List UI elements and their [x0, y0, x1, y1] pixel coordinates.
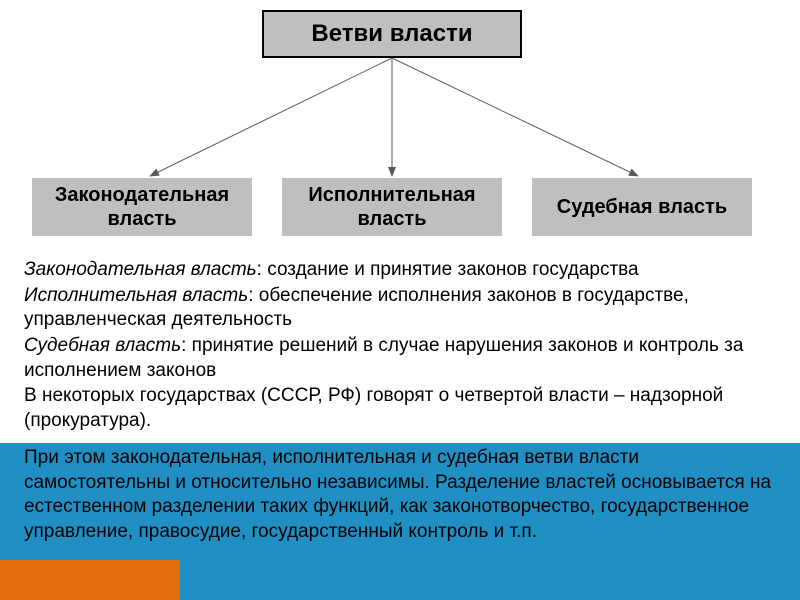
orange-stripe	[0, 560, 180, 600]
overlay-text: При этом законодательная, исполнительная…	[24, 447, 771, 542]
extra-text: В некоторых государствах (СССР, РФ) гово…	[24, 384, 776, 433]
description-term: Исполнительная власть	[24, 285, 248, 306]
descriptions-block: Законодательная власть: создание и приня…	[24, 258, 776, 435]
hierarchy-arrows	[0, 0, 800, 250]
description-line: Исполнительная власть: обеспечение испол…	[24, 284, 776, 333]
description-term: Законодательная власть	[24, 259, 257, 280]
description-line: Судебная власть: принятие решений в случ…	[24, 334, 776, 383]
overlay-paragraph: При этом законодательная, исполнительная…	[24, 446, 776, 545]
description-line: Законодательная власть: создание и приня…	[24, 258, 776, 283]
description-text: : создание и принятие законов государств…	[257, 259, 639, 280]
description-term: Судебная власть	[24, 335, 181, 356]
